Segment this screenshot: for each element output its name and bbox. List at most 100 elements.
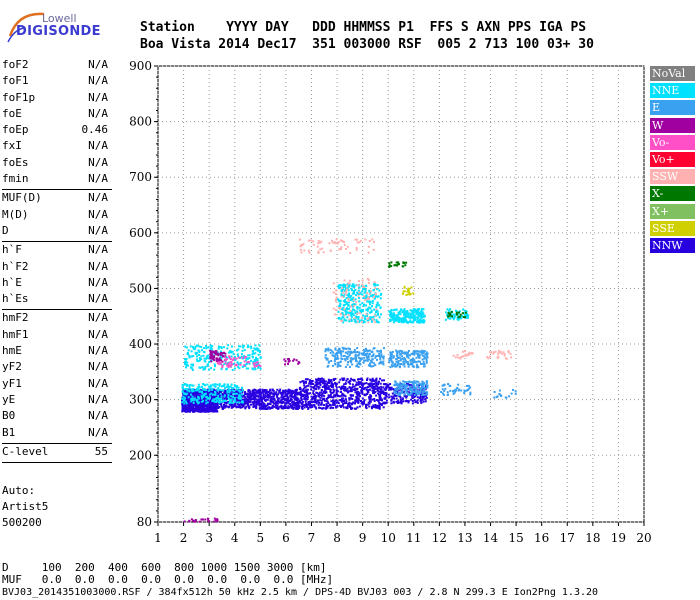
data-point: [198, 388, 201, 391]
data-point: [238, 399, 241, 402]
data-point: [186, 392, 189, 395]
data-point: [331, 354, 334, 357]
data-point: [425, 394, 427, 397]
data-point: [213, 351, 216, 354]
data-point: [418, 386, 421, 389]
data-point: [225, 368, 228, 371]
data-point: [344, 310, 347, 313]
data-point: [426, 386, 429, 389]
data-point: [378, 353, 381, 355]
data-point: [351, 385, 354, 388]
data-point: [252, 352, 255, 355]
data-point: [274, 403, 277, 406]
data-point: [369, 378, 372, 381]
data-point: [417, 308, 420, 310]
data-point: [400, 358, 402, 361]
data-point: [235, 364, 238, 367]
data-point: [361, 390, 364, 393]
data-point: [272, 405, 274, 408]
data-point: [220, 397, 223, 400]
data-point: [198, 407, 201, 410]
data-point: [332, 399, 334, 402]
data-point: [357, 381, 360, 383]
data-point: [349, 379, 352, 382]
data-point: [287, 360, 290, 363]
data-point: [382, 360, 385, 363]
data-point: [410, 384, 412, 387]
data-point: [460, 389, 463, 392]
data-point: [359, 395, 361, 398]
data-point: [377, 392, 380, 395]
data-point: [342, 406, 345, 409]
data-point: [407, 293, 410, 296]
data-point: [181, 386, 184, 389]
data-point: [251, 356, 254, 359]
data-point: [467, 387, 470, 390]
data-point: [403, 365, 406, 368]
param-name: hmF2: [2, 311, 29, 325]
data-point: [373, 362, 376, 365]
data-point: [207, 346, 210, 349]
data-point: [467, 384, 470, 387]
data-point: [464, 350, 466, 353]
data-point: [272, 402, 275, 405]
data-point: [405, 361, 408, 364]
data-point: [217, 406, 220, 409]
data-point: [243, 394, 245, 397]
data-point: [340, 354, 343, 357]
data-point: [393, 397, 395, 400]
data-point: [377, 312, 379, 315]
data-point: [224, 405, 227, 408]
data-point: [341, 392, 344, 395]
data-point: [301, 389, 304, 392]
data-point: [201, 390, 203, 393]
data-point: [346, 355, 348, 358]
data-point: [367, 296, 370, 299]
data-point: [190, 400, 193, 403]
data-point: [338, 348, 341, 350]
data-point: [364, 298, 367, 301]
data-point: [340, 350, 342, 353]
data-point: [248, 361, 251, 364]
data-point: [194, 397, 196, 400]
data-point: [333, 403, 336, 406]
data-point: [304, 398, 307, 401]
data-point: [231, 389, 234, 392]
data-point: [366, 318, 369, 320]
data-point: [186, 394, 189, 397]
data-point: [252, 360, 255, 363]
data-point: [282, 407, 285, 410]
data-point: [260, 396, 263, 399]
data-point: [317, 242, 320, 245]
data-point: [371, 407, 373, 410]
data-point: [395, 308, 398, 311]
data-point: [468, 351, 471, 354]
data-point: [214, 518, 217, 521]
data-point: [413, 309, 416, 312]
data-point: [276, 404, 279, 407]
data-point: [423, 388, 426, 391]
data-point: [447, 309, 450, 312]
data-point: [344, 382, 347, 385]
param-name: yF2: [2, 360, 22, 374]
data-point: [405, 312, 408, 315]
data-point: [335, 296, 338, 299]
data-point: [381, 390, 384, 393]
data-point: [215, 357, 218, 360]
data-point: [329, 249, 332, 252]
data-point: [319, 248, 322, 251]
data-point: [407, 289, 410, 292]
param-value: N/A: [88, 139, 108, 153]
data-point: [201, 406, 204, 409]
data-point: [373, 296, 375, 298]
data-point: [416, 320, 419, 322]
data-point: [249, 396, 251, 399]
data-point: [200, 389, 203, 392]
data-point: [374, 387, 377, 390]
data-point: [389, 387, 392, 390]
data-point: [248, 407, 251, 410]
data-point: [200, 408, 203, 411]
data-point: [390, 402, 393, 405]
data-point: [233, 363, 235, 366]
data-point: [327, 387, 330, 390]
